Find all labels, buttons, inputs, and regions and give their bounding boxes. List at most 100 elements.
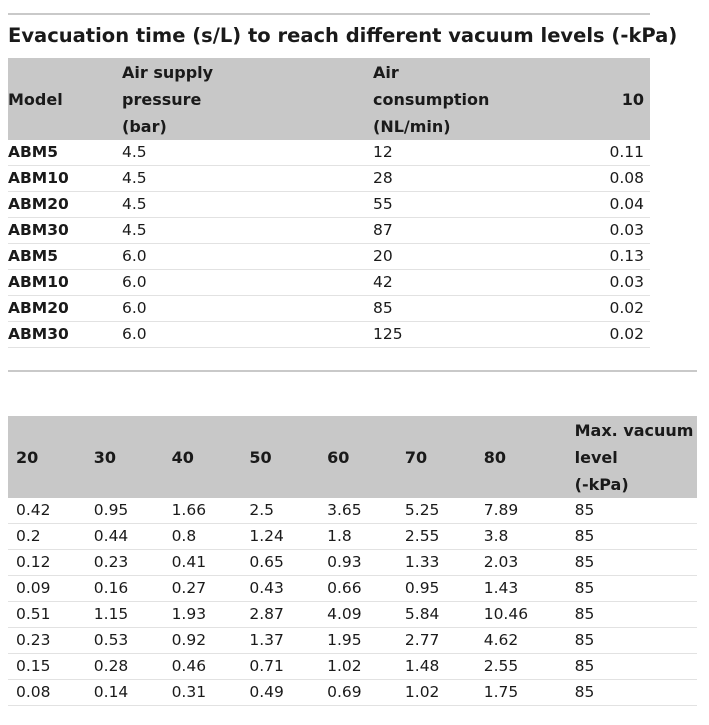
cell-air-consumption: 87: [373, 217, 573, 244]
cell-vacuum-40: 0.31: [163, 679, 242, 706]
cell-vacuum-40: 0.92: [163, 627, 242, 654]
evacuation-table-part-2: 20 30 40 50 60 70 80 Max. vacuum level (…: [8, 416, 697, 706]
header-air-consumption: Air consumption (NL/min): [373, 58, 573, 140]
table-row: 0.12 0.23 0.41 0.65 0.93 1.33 2.03 85: [8, 549, 697, 576]
cell-vacuum-60: 0.66: [319, 575, 397, 602]
header-line: (-kPa): [574, 474, 629, 494]
cell-vacuum-70: 0.95: [396, 575, 476, 602]
table-row: ABM5 6.0 20 0.13: [8, 243, 650, 270]
header-vacuum-60: 60: [319, 416, 397, 498]
cell-vacuum-50: 0.65: [241, 549, 320, 576]
header-max-vacuum-level: Max. vacuum level (-kPa): [566, 416, 697, 498]
cell-air-consumption: 125: [373, 321, 573, 348]
cell-vacuum-70: 1.33: [396, 549, 476, 576]
header-line: (NL/min): [373, 116, 451, 136]
header-model: Model: [8, 58, 122, 140]
header-row: Model Air supply pressure (bar) Air cons…: [8, 58, 650, 140]
top-divider: [8, 13, 650, 15]
cell-air-consumption: 20: [373, 243, 573, 270]
cell-vacuum-30: 0.14: [85, 679, 164, 706]
cell-vacuum-30: 0.95: [85, 498, 164, 524]
cell-vacuum-40: 0.8: [163, 523, 242, 550]
header-line: level: [574, 447, 618, 467]
cell-vacuum-80: 2.03: [475, 549, 567, 576]
cell-vacuum-60: 0.69: [319, 679, 397, 706]
table-row: ABM20 4.5 55 0.04: [8, 191, 650, 218]
cell-vacuum-20: 0.42: [8, 498, 86, 524]
cell-vacuum-30: 0.53: [85, 627, 164, 654]
table-row: ABM5 4.5 12 0.11: [8, 140, 650, 166]
cell-vacuum-80: 3.8: [475, 523, 567, 550]
table-row: 0.23 0.53 0.92 1.37 1.95 2.77 4.62 85: [8, 627, 697, 654]
cell-vacuum-20: 0.09: [8, 575, 86, 602]
cell-max-vacuum-level: 85: [566, 498, 697, 524]
cell-max-vacuum-level: 85: [566, 523, 697, 550]
cell-vacuum-40: 0.46: [163, 653, 242, 680]
cell-vacuum-80: 10.46: [475, 601, 567, 628]
header-vacuum-30: 30: [85, 416, 164, 498]
cell-vacuum-40: 0.27: [163, 575, 242, 602]
header-line: pressure: [122, 89, 202, 109]
cell-max-vacuum-level: 85: [566, 575, 697, 602]
cell-model: ABM20: [8, 295, 122, 322]
cell-vacuum-20: 0.08: [8, 679, 86, 706]
cell-vacuum-10: 0.13: [573, 243, 650, 270]
table-2-body: 0.42 0.95 1.66 2.5 3.65 5.25 7.89 85 0.2 0.44 0.8 1…: [8, 498, 697, 706]
cell-vacuum-60: 4.09: [319, 601, 397, 628]
cell-vacuum-50: 0.49: [241, 679, 320, 706]
cell-vacuum-10: 0.11: [573, 140, 650, 166]
cell-model: ABM5: [8, 243, 122, 270]
cell-vacuum-10: 0.03: [573, 217, 650, 244]
cell-vacuum-30: 0.16: [85, 575, 164, 602]
header-line: Max. vacuum: [574, 420, 694, 440]
cell-max-vacuum-level: 85: [566, 549, 697, 576]
header-vacuum-80: 80: [475, 416, 567, 498]
cell-model: ABM10: [8, 269, 122, 296]
cell-air-supply-pressure: 4.5: [122, 165, 373, 192]
cell-vacuum-50: 0.71: [241, 653, 320, 680]
cell-vacuum-40: 0.41: [163, 549, 242, 576]
header-vacuum-20: 20: [8, 416, 86, 498]
cell-max-vacuum-level: 85: [566, 627, 697, 654]
cell-vacuum-50: 1.24: [241, 523, 320, 550]
cell-vacuum-70: 2.77: [396, 627, 476, 654]
cell-vacuum-60: 3.65: [319, 498, 397, 524]
cell-vacuum-20: 0.23: [8, 627, 86, 654]
header-line: Air: [373, 62, 399, 82]
cell-vacuum-80: 4.62: [475, 627, 567, 654]
cell-vacuum-60: 0.93: [319, 549, 397, 576]
cell-air-supply-pressure: 6.0: [122, 295, 373, 322]
cell-vacuum-40: 1.66: [163, 498, 242, 524]
table-row: 0.51 1.15 1.93 2.87 4.09 5.84 10.46 85: [8, 601, 697, 628]
cell-air-consumption: 12: [373, 140, 573, 166]
cell-max-vacuum-level: 85: [566, 601, 697, 628]
table-row: ABM20 6.0 85 0.02: [8, 295, 650, 322]
cell-vacuum-80: 2.55: [475, 653, 567, 680]
cell-vacuum-80: 7.89: [475, 498, 567, 524]
cell-vacuum-60: 1.8: [319, 523, 397, 550]
cell-vacuum-70: 1.02: [396, 679, 476, 706]
cell-vacuum-10: 0.02: [573, 295, 650, 322]
header-vacuum-70: 70: [396, 416, 476, 498]
cell-vacuum-20: 0.51: [8, 601, 86, 628]
table-row: 0.2 0.44 0.8 1.24 1.8 2.55 3.8 85: [8, 523, 697, 550]
cell-max-vacuum-level: 85: [566, 679, 697, 706]
cell-vacuum-20: 0.12: [8, 549, 86, 576]
cell-vacuum-70: 1.48: [396, 653, 476, 680]
cell-model: ABM20: [8, 191, 122, 218]
header-vacuum-40: 40: [163, 416, 242, 498]
cell-vacuum-30: 0.28: [85, 653, 164, 680]
cell-air-supply-pressure: 6.0: [122, 243, 373, 270]
cell-air-supply-pressure: 4.5: [122, 191, 373, 218]
cell-vacuum-10: 0.02: [573, 321, 650, 348]
cell-vacuum-50: 2.87: [241, 601, 320, 628]
cell-model: ABM30: [8, 321, 122, 348]
cell-vacuum-50: 1.37: [241, 627, 320, 654]
cell-air-consumption: 85: [373, 295, 573, 322]
cell-air-consumption: 42: [373, 269, 573, 296]
cell-air-supply-pressure: 6.0: [122, 321, 373, 348]
cell-vacuum-10: 0.03: [573, 269, 650, 296]
table-row: ABM10 6.0 42 0.03: [8, 269, 650, 296]
cell-vacuum-80: 1.43: [475, 575, 567, 602]
cell-model: ABM10: [8, 165, 122, 192]
